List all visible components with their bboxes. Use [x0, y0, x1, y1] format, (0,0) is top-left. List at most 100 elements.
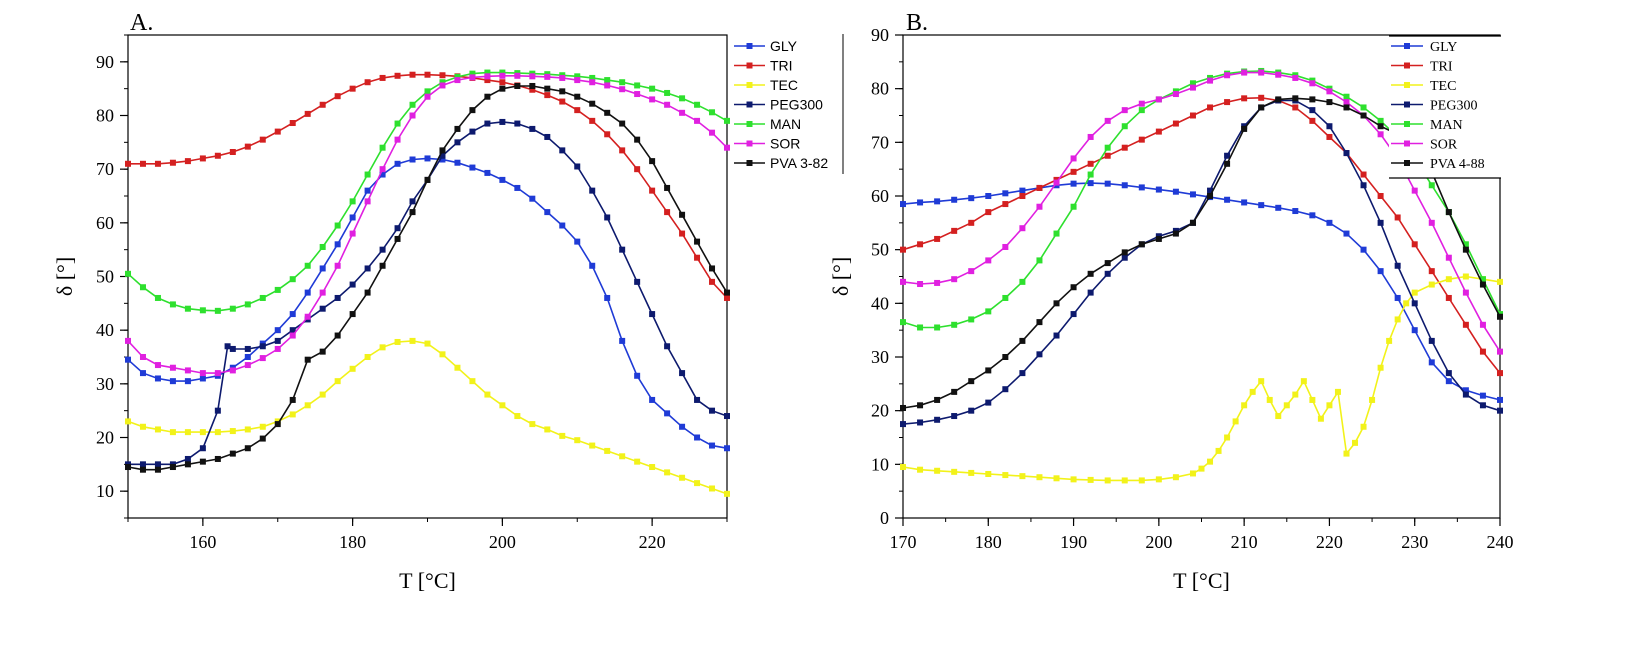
data-point — [985, 209, 992, 216]
data-point — [379, 171, 386, 178]
data-point — [985, 193, 992, 199]
data-point — [1292, 208, 1299, 215]
data-point — [1002, 472, 1009, 479]
data-point — [544, 133, 551, 140]
legend-label: MAN — [1430, 118, 1463, 133]
data-point — [499, 72, 506, 79]
data-point — [1087, 160, 1094, 167]
data-point — [214, 407, 221, 414]
data-point — [1309, 117, 1316, 124]
data-point — [304, 313, 311, 320]
data-point — [679, 230, 686, 237]
y-tick-label: 30 — [96, 374, 114, 394]
data-point — [334, 241, 341, 248]
data-point — [259, 355, 266, 362]
data-point — [900, 201, 906, 208]
y-tick-label: 40 — [871, 293, 889, 313]
data-point — [917, 466, 924, 473]
data-point — [529, 195, 536, 202]
data-point — [1241, 125, 1248, 132]
data-point — [1292, 391, 1299, 398]
data-point — [968, 407, 975, 414]
data-point — [409, 209, 416, 216]
data-point — [454, 77, 461, 84]
data-point — [439, 156, 446, 163]
data-point — [724, 413, 730, 420]
data-point — [559, 88, 566, 95]
y-tick-label: 60 — [871, 186, 889, 206]
data-point — [319, 348, 326, 355]
data-point — [1360, 171, 1367, 178]
data-point — [1019, 337, 1026, 344]
data-point — [499, 402, 506, 409]
data-point — [1087, 133, 1094, 140]
data-point — [1104, 270, 1111, 277]
legend-swatch-marker — [746, 160, 753, 166]
data-point — [1497, 278, 1503, 285]
data-point — [319, 101, 326, 108]
data-point — [604, 294, 611, 301]
x-tick-label: 240 — [1487, 532, 1514, 552]
data-point — [244, 301, 251, 308]
data-point — [154, 461, 161, 468]
data-point — [319, 265, 326, 272]
data-point — [1087, 180, 1094, 187]
data-point — [199, 445, 206, 452]
legend-swatch-marker — [1404, 62, 1410, 69]
data-point — [589, 74, 596, 81]
data-point — [724, 289, 730, 296]
data-point — [1300, 378, 1307, 385]
data-point — [199, 155, 206, 162]
data-point — [184, 158, 191, 165]
data-point — [424, 155, 431, 162]
data-point — [1241, 402, 1248, 409]
series-pva-3-82 — [125, 82, 730, 473]
data-point — [1360, 423, 1367, 430]
x-tick-label: 190 — [1060, 532, 1087, 552]
data-point — [1309, 107, 1316, 114]
data-point — [951, 227, 958, 234]
data-point — [1326, 123, 1333, 130]
data-point — [559, 432, 566, 439]
data-point — [604, 109, 611, 116]
data-point — [289, 311, 296, 318]
data-point — [1411, 241, 1418, 248]
y-tick-label: 20 — [96, 428, 114, 448]
data-point — [1155, 235, 1162, 242]
data-point — [139, 160, 146, 167]
data-point — [214, 455, 221, 462]
series-line — [127, 75, 728, 374]
legend-swatch-marker — [1404, 140, 1410, 147]
data-point — [985, 257, 992, 264]
data-point — [499, 176, 506, 183]
data-point — [574, 163, 581, 170]
data-point — [469, 164, 476, 171]
data-point — [574, 238, 581, 245]
series-man — [125, 69, 730, 314]
data-point — [900, 319, 906, 326]
data-point — [229, 345, 236, 352]
data-point — [1360, 112, 1367, 119]
data-point — [484, 391, 491, 398]
data-point — [1104, 117, 1111, 124]
data-point — [154, 426, 161, 433]
legend: GLY TRI TEC PEG300 MAN SOR PVA 4-88 — [1389, 35, 1501, 179]
data-point — [394, 72, 401, 79]
data-point — [1394, 294, 1401, 301]
x-tick-label: 230 — [1401, 532, 1428, 552]
data-point — [1189, 112, 1196, 119]
y-tick-label: 70 — [96, 159, 114, 179]
data-point — [1002, 243, 1009, 250]
data-point — [379, 246, 386, 253]
data-point — [604, 447, 611, 454]
data-point — [724, 294, 730, 301]
data-point — [559, 74, 566, 81]
data-point — [304, 356, 311, 363]
data-point — [1462, 246, 1469, 253]
data-point — [694, 396, 701, 403]
x-tick-label: 170 — [890, 532, 917, 552]
data-point — [900, 278, 906, 285]
data-point — [184, 461, 191, 468]
data-point — [1360, 104, 1367, 111]
data-point — [199, 375, 206, 382]
